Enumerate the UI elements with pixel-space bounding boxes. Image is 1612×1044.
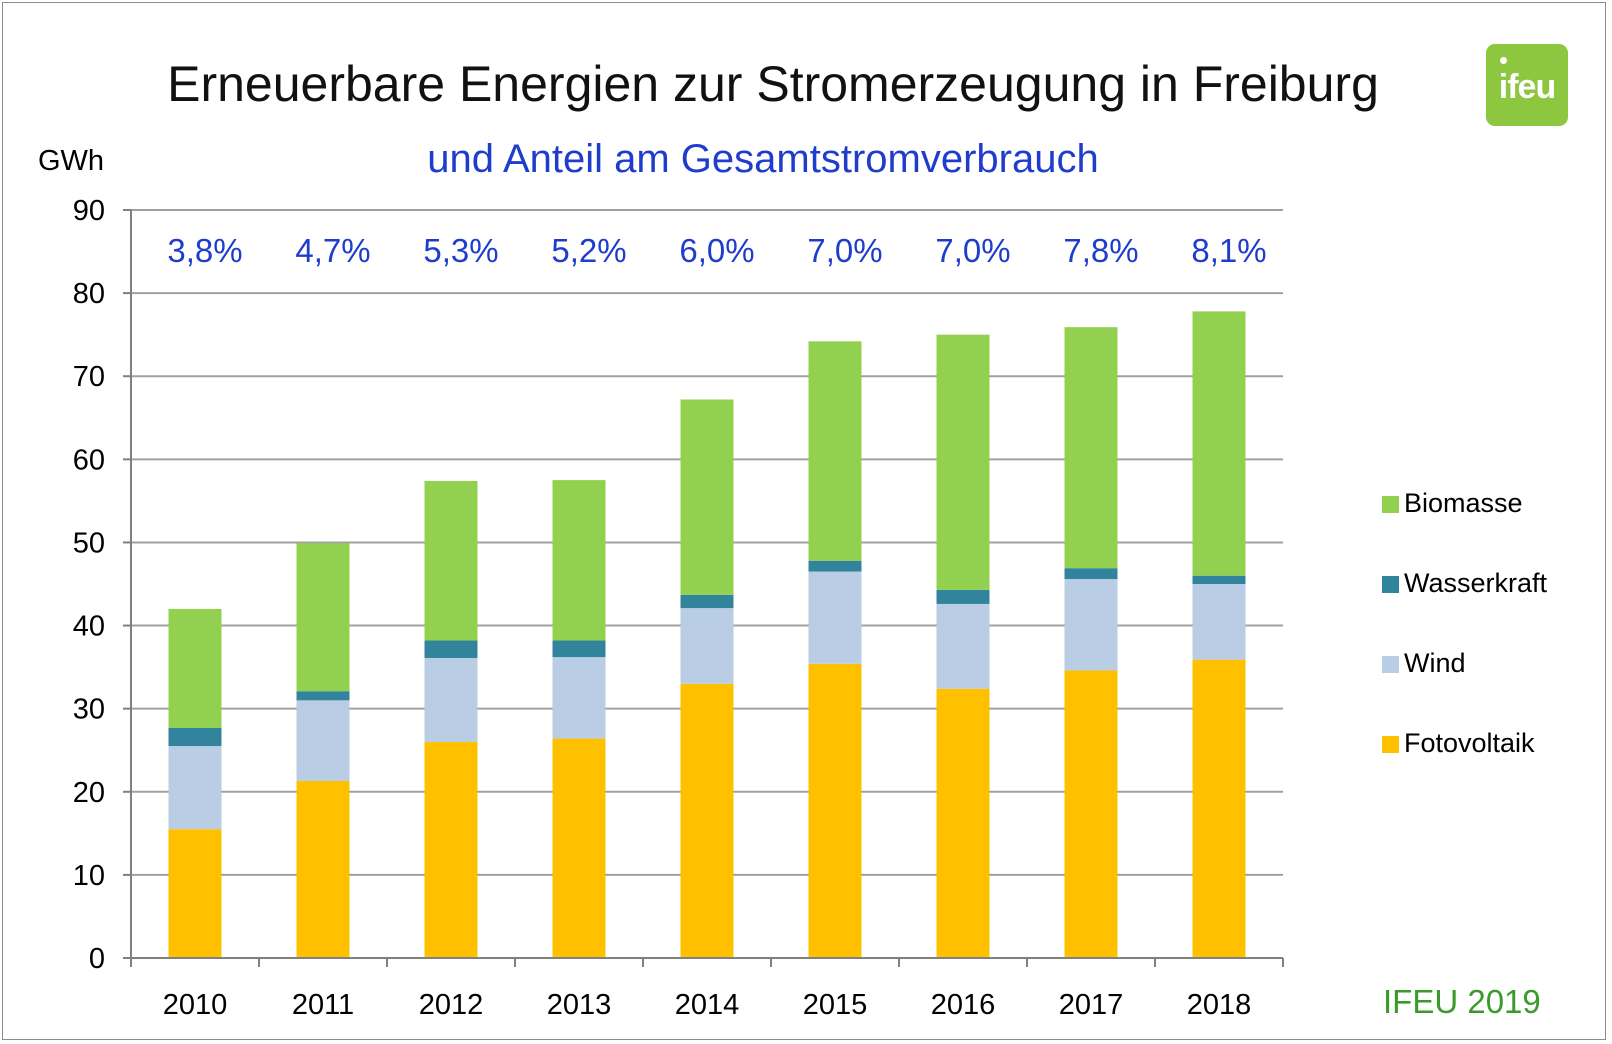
bar-wasserkraft-2011 — [296, 691, 350, 701]
bar-wasserkraft-2013 — [552, 640, 606, 658]
bar-fotovoltaik-2012 — [424, 741, 478, 958]
bar-wind-2016 — [936, 603, 990, 689]
bar-fotovoltaik-2011 — [296, 780, 350, 958]
x-tick-label: 2011 — [292, 989, 354, 1021]
y-tick-label: 60 — [73, 444, 105, 476]
share-annotations: 3,8% 4,7% 5,3% 5,2% 6,0% 7,0% 7,0% 7,8% 8,1% — [167, 232, 1266, 269]
legend-swatch-wind — [1382, 656, 1399, 673]
ifeu-logo: ifeu — [1486, 44, 1568, 126]
legend-label-wind: Wind — [1404, 648, 1466, 678]
share-label: 5,3% — [423, 232, 498, 269]
share-label: 7,8% — [1063, 232, 1138, 269]
bar-biomasse-2015 — [808, 341, 862, 561]
legend: Biomasse Wasserkraft Wind Fotovoltaik — [1382, 488, 1548, 758]
y-tick-label: 80 — [73, 278, 105, 310]
y-tick-label: 10 — [73, 860, 105, 892]
bar-wind-2018 — [1192, 584, 1246, 660]
share-label: 8,1% — [1191, 232, 1266, 269]
bar-stacks — [168, 311, 1246, 958]
x-tick-labels: 2010 2011 2012 2013 2014 2015 2016 2017 2018 — [163, 989, 1252, 1021]
bar-wind-2015 — [808, 571, 862, 664]
bar-fotovoltaik-2018 — [1192, 659, 1246, 958]
logo-text: ifeu — [1498, 68, 1556, 106]
share-label: 4,7% — [295, 232, 370, 269]
y-tick-label: 70 — [73, 361, 105, 393]
logo-dot — [1500, 57, 1507, 64]
share-label: 5,2% — [551, 232, 626, 269]
bar-fotovoltaik-2017 — [1064, 670, 1118, 958]
bar-fotovoltaik-2013 — [552, 738, 606, 958]
bar-wind-2012 — [424, 657, 478, 742]
bar-biomasse-2018 — [1192, 311, 1246, 576]
bar-wind-2017 — [1064, 579, 1118, 671]
bar-wasserkraft-2018 — [1192, 575, 1246, 584]
y-tick-label: 40 — [73, 611, 105, 643]
bar-wind-2014 — [680, 608, 734, 684]
bar-fotovoltaik-2015 — [808, 663, 862, 958]
bar-fotovoltaik-2010 — [168, 829, 222, 958]
y-tick-label: 50 — [73, 527, 105, 559]
legend-swatch-biomasse — [1382, 496, 1399, 513]
bar-wasserkraft-2016 — [936, 589, 990, 604]
bar-biomasse-2010 — [168, 608, 222, 728]
axes — [123, 209, 1284, 967]
x-tick-label: 2018 — [1187, 989, 1252, 1021]
x-tick-label: 2012 — [419, 989, 484, 1021]
bar-wasserkraft-2017 — [1064, 568, 1118, 580]
share-label: 3,8% — [167, 232, 242, 269]
chart-title: Erneuerbare Energien zur Stromerzeugung … — [167, 56, 1379, 112]
bar-biomasse-2016 — [936, 334, 990, 590]
chart-subtitle: und Anteil am Gesamtstromverbrauch — [427, 137, 1099, 181]
x-tick-label: 2015 — [803, 989, 868, 1021]
bar-biomasse-2011 — [296, 543, 350, 692]
bar-wasserkraft-2015 — [808, 560, 862, 572]
bar-fotovoltaik-2016 — [936, 688, 990, 958]
x-tick-label: 2013 — [547, 989, 612, 1021]
source-credit: IFEU 2019 — [1383, 983, 1541, 1020]
legend-swatch-fotovoltaik — [1382, 736, 1399, 753]
x-tick-label: 2017 — [1059, 989, 1124, 1021]
x-tick-label: 2016 — [931, 989, 996, 1021]
share-label: 7,0% — [807, 232, 882, 269]
legend-label-biomasse: Biomasse — [1404, 488, 1523, 518]
x-tick-label: 2014 — [675, 989, 740, 1021]
bar-biomasse-2012 — [424, 480, 478, 641]
bar-biomasse-2013 — [552, 480, 606, 641]
y-axis-unit: GWh — [38, 145, 104, 177]
bar-biomasse-2017 — [1064, 327, 1118, 569]
y-tick-label: 20 — [73, 777, 105, 809]
legend-swatch-wasserkraft — [1382, 576, 1399, 593]
legend-label-wasserkraft: Wasserkraft — [1404, 568, 1548, 598]
bar-biomasse-2014 — [680, 399, 734, 595]
x-tick-label: 2010 — [163, 989, 228, 1021]
y-tick-label: 30 — [73, 694, 105, 726]
y-tick-labels: 0 10 20 30 40 50 60 70 80 90 — [73, 195, 105, 975]
bar-wasserkraft-2014 — [680, 594, 734, 609]
legend-label-fotovoltaik: Fotovoltaik — [1404, 728, 1535, 758]
bar-wind-2013 — [552, 657, 606, 739]
y-tick-label: 0 — [89, 943, 105, 975]
bar-wasserkraft-2012 — [424, 640, 478, 658]
bar-wasserkraft-2010 — [168, 727, 222, 747]
y-tick-label: 90 — [73, 195, 105, 227]
bar-wind-2011 — [296, 700, 350, 781]
share-label: 6,0% — [679, 232, 754, 269]
bar-fotovoltaik-2014 — [680, 683, 734, 958]
bar-wind-2010 — [168, 746, 222, 830]
share-label: 7,0% — [935, 232, 1010, 269]
